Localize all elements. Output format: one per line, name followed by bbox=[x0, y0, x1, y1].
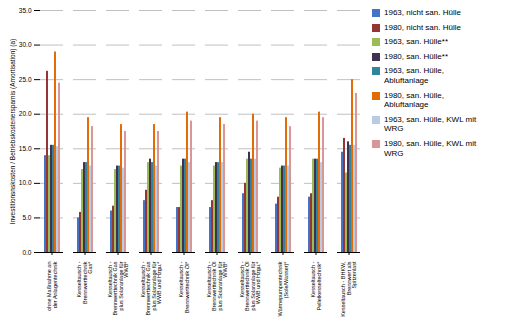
svg-text:ohne Maßnahme ander Anlagentec: ohne Maßnahme ander Anlagentechnik bbox=[46, 261, 58, 310]
svg-text:15.0: 15.0 bbox=[19, 145, 32, 152]
svg-text:Investitionsnskosten / Betrieb: Investitionsnskosten / Betriebskosteners… bbox=[9, 39, 17, 224]
svg-text:10.0: 10.0 bbox=[19, 179, 32, 186]
svg-text:Kesseltausch -Pelletkesseltech: Kesseltausch -Pelletkesseltechnik* bbox=[310, 261, 322, 311]
svg-text:Kesseltausch -Brennwerttechnik: Kesseltausch -Brennwerttechnik Ölplus So… bbox=[239, 261, 262, 311]
svg-text:30.0: 30.0 bbox=[19, 41, 32, 48]
html-text:1980, san. Hülle**: 1980, san. Hülle** bbox=[384, 51, 448, 61]
html-text:1963, nicht san. Hülle: 1963, nicht san. Hülle bbox=[384, 8, 461, 17]
svg-text:0.0: 0.0 bbox=[22, 249, 31, 256]
svg-text:5.0: 5.0 bbox=[22, 214, 31, 221]
html-text:1963, san. Hülle, KWL mit WRG: 1963, san. Hülle, KWL mit WRG bbox=[384, 114, 477, 134]
svg-text:20.0: 20.0 bbox=[19, 110, 32, 117]
svg-text:Kesseltausch -Brennwerttechnik: Kesseltausch -BrennwerttechnikGas* bbox=[76, 261, 93, 304]
svg-text:Kesseltausch -Brennwerttechnik: Kesseltausch -Brennwerttechnik Gasplus S… bbox=[140, 261, 163, 316]
svg-text:Wärmepumpentechnik(Sole/Wasser: Wärmepumpentechnik(Sole/Wasser)* bbox=[277, 261, 289, 317]
html-text:1963, san. Hülle**: 1963, san. Hülle** bbox=[384, 37, 448, 47]
html-text:1980, san. Hülle, Abluftanlage: 1980, san. Hülle, Abluftanlage bbox=[384, 90, 444, 110]
svg-text:Kesseltausch -Brennwerttechnik: Kesseltausch -Brennwerttechnik Ölplus So… bbox=[206, 261, 229, 311]
html-text:1980, nicht san. Hülle: 1980, nicht san. Hülle bbox=[384, 22, 461, 32]
svg-text:Kesseltausch -Brennwerttechnik: Kesseltausch -Brennwerttechnik Öl* bbox=[178, 261, 190, 314]
svg-text:Kesseltausch - BHKW,Brennwert: Kesseltausch - BHKW,Brennwert alsSpitzen… bbox=[340, 261, 357, 317]
svg-text:Kesseltausch -Brennwerttechnik: Kesseltausch -Brennwerttechnik Gasplus S… bbox=[107, 261, 130, 316]
html-text:1980, san. Hülle, KWL mit WRG: 1980, san. Hülle, KWL mit WRG bbox=[384, 138, 477, 158]
html-text:1963, san. Hülle, Abluftanlage: 1963, san. Hülle, Abluftanlage bbox=[384, 66, 444, 85]
svg-text:25.0: 25.0 bbox=[19, 76, 32, 83]
svg-text:35.0: 35.0 bbox=[19, 7, 32, 14]
